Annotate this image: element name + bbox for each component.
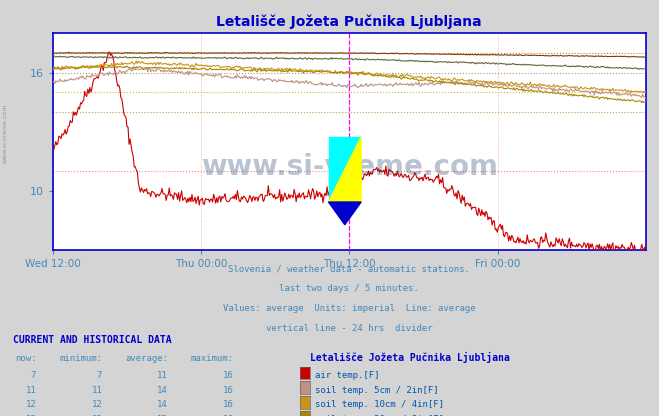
Text: minimum:: minimum:: [59, 354, 102, 363]
Text: air temp.[F]: air temp.[F]: [315, 371, 380, 380]
Text: 13: 13: [26, 415, 36, 416]
Text: 14: 14: [158, 386, 168, 395]
Text: maximum:: maximum:: [191, 354, 234, 363]
Polygon shape: [328, 137, 361, 202]
Text: Slovenia / weather data - automatic stations.: Slovenia / weather data - automatic stat…: [228, 264, 471, 273]
Text: 7: 7: [31, 371, 36, 380]
Polygon shape: [328, 137, 361, 202]
Text: www.si-vreme.com: www.si-vreme.com: [3, 103, 8, 163]
Text: 14: 14: [158, 400, 168, 409]
Text: 11: 11: [92, 386, 102, 395]
Text: 11: 11: [158, 371, 168, 380]
Text: 16: 16: [223, 400, 234, 409]
Text: soil temp. 20cm / 8in[F]: soil temp. 20cm / 8in[F]: [315, 415, 444, 416]
Text: 13: 13: [92, 415, 102, 416]
Text: 15: 15: [158, 415, 168, 416]
Text: Letališče Jožeta Pučnika Ljubljana: Letališče Jožeta Pučnika Ljubljana: [310, 352, 509, 363]
Text: Letališče Jožeta Pučnika Ljubljana: Letališče Jožeta Pučnika Ljubljana: [216, 15, 482, 29]
Text: www.si-vreme.com: www.si-vreme.com: [201, 154, 498, 181]
Text: soil temp. 10cm / 4in[F]: soil temp. 10cm / 4in[F]: [315, 400, 444, 409]
Text: vertical line - 24 hrs  divider: vertical line - 24 hrs divider: [266, 324, 432, 333]
Text: now:: now:: [14, 354, 36, 363]
Text: 16: 16: [223, 371, 234, 380]
Text: 11: 11: [26, 386, 36, 395]
Text: last two days / 5 minutes.: last two days / 5 minutes.: [279, 284, 419, 293]
Text: 16: 16: [223, 415, 234, 416]
Text: soil temp. 5cm / 2in[F]: soil temp. 5cm / 2in[F]: [315, 386, 439, 395]
Text: 7: 7: [97, 371, 102, 380]
Text: average:: average:: [125, 354, 168, 363]
Text: 16: 16: [223, 386, 234, 395]
Text: Values: average  Units: imperial  Line: average: Values: average Units: imperial Line: av…: [223, 304, 476, 313]
Text: CURRENT AND HISTORICAL DATA: CURRENT AND HISTORICAL DATA: [13, 335, 172, 345]
Text: 12: 12: [26, 400, 36, 409]
Polygon shape: [328, 202, 361, 225]
Text: 12: 12: [92, 400, 102, 409]
